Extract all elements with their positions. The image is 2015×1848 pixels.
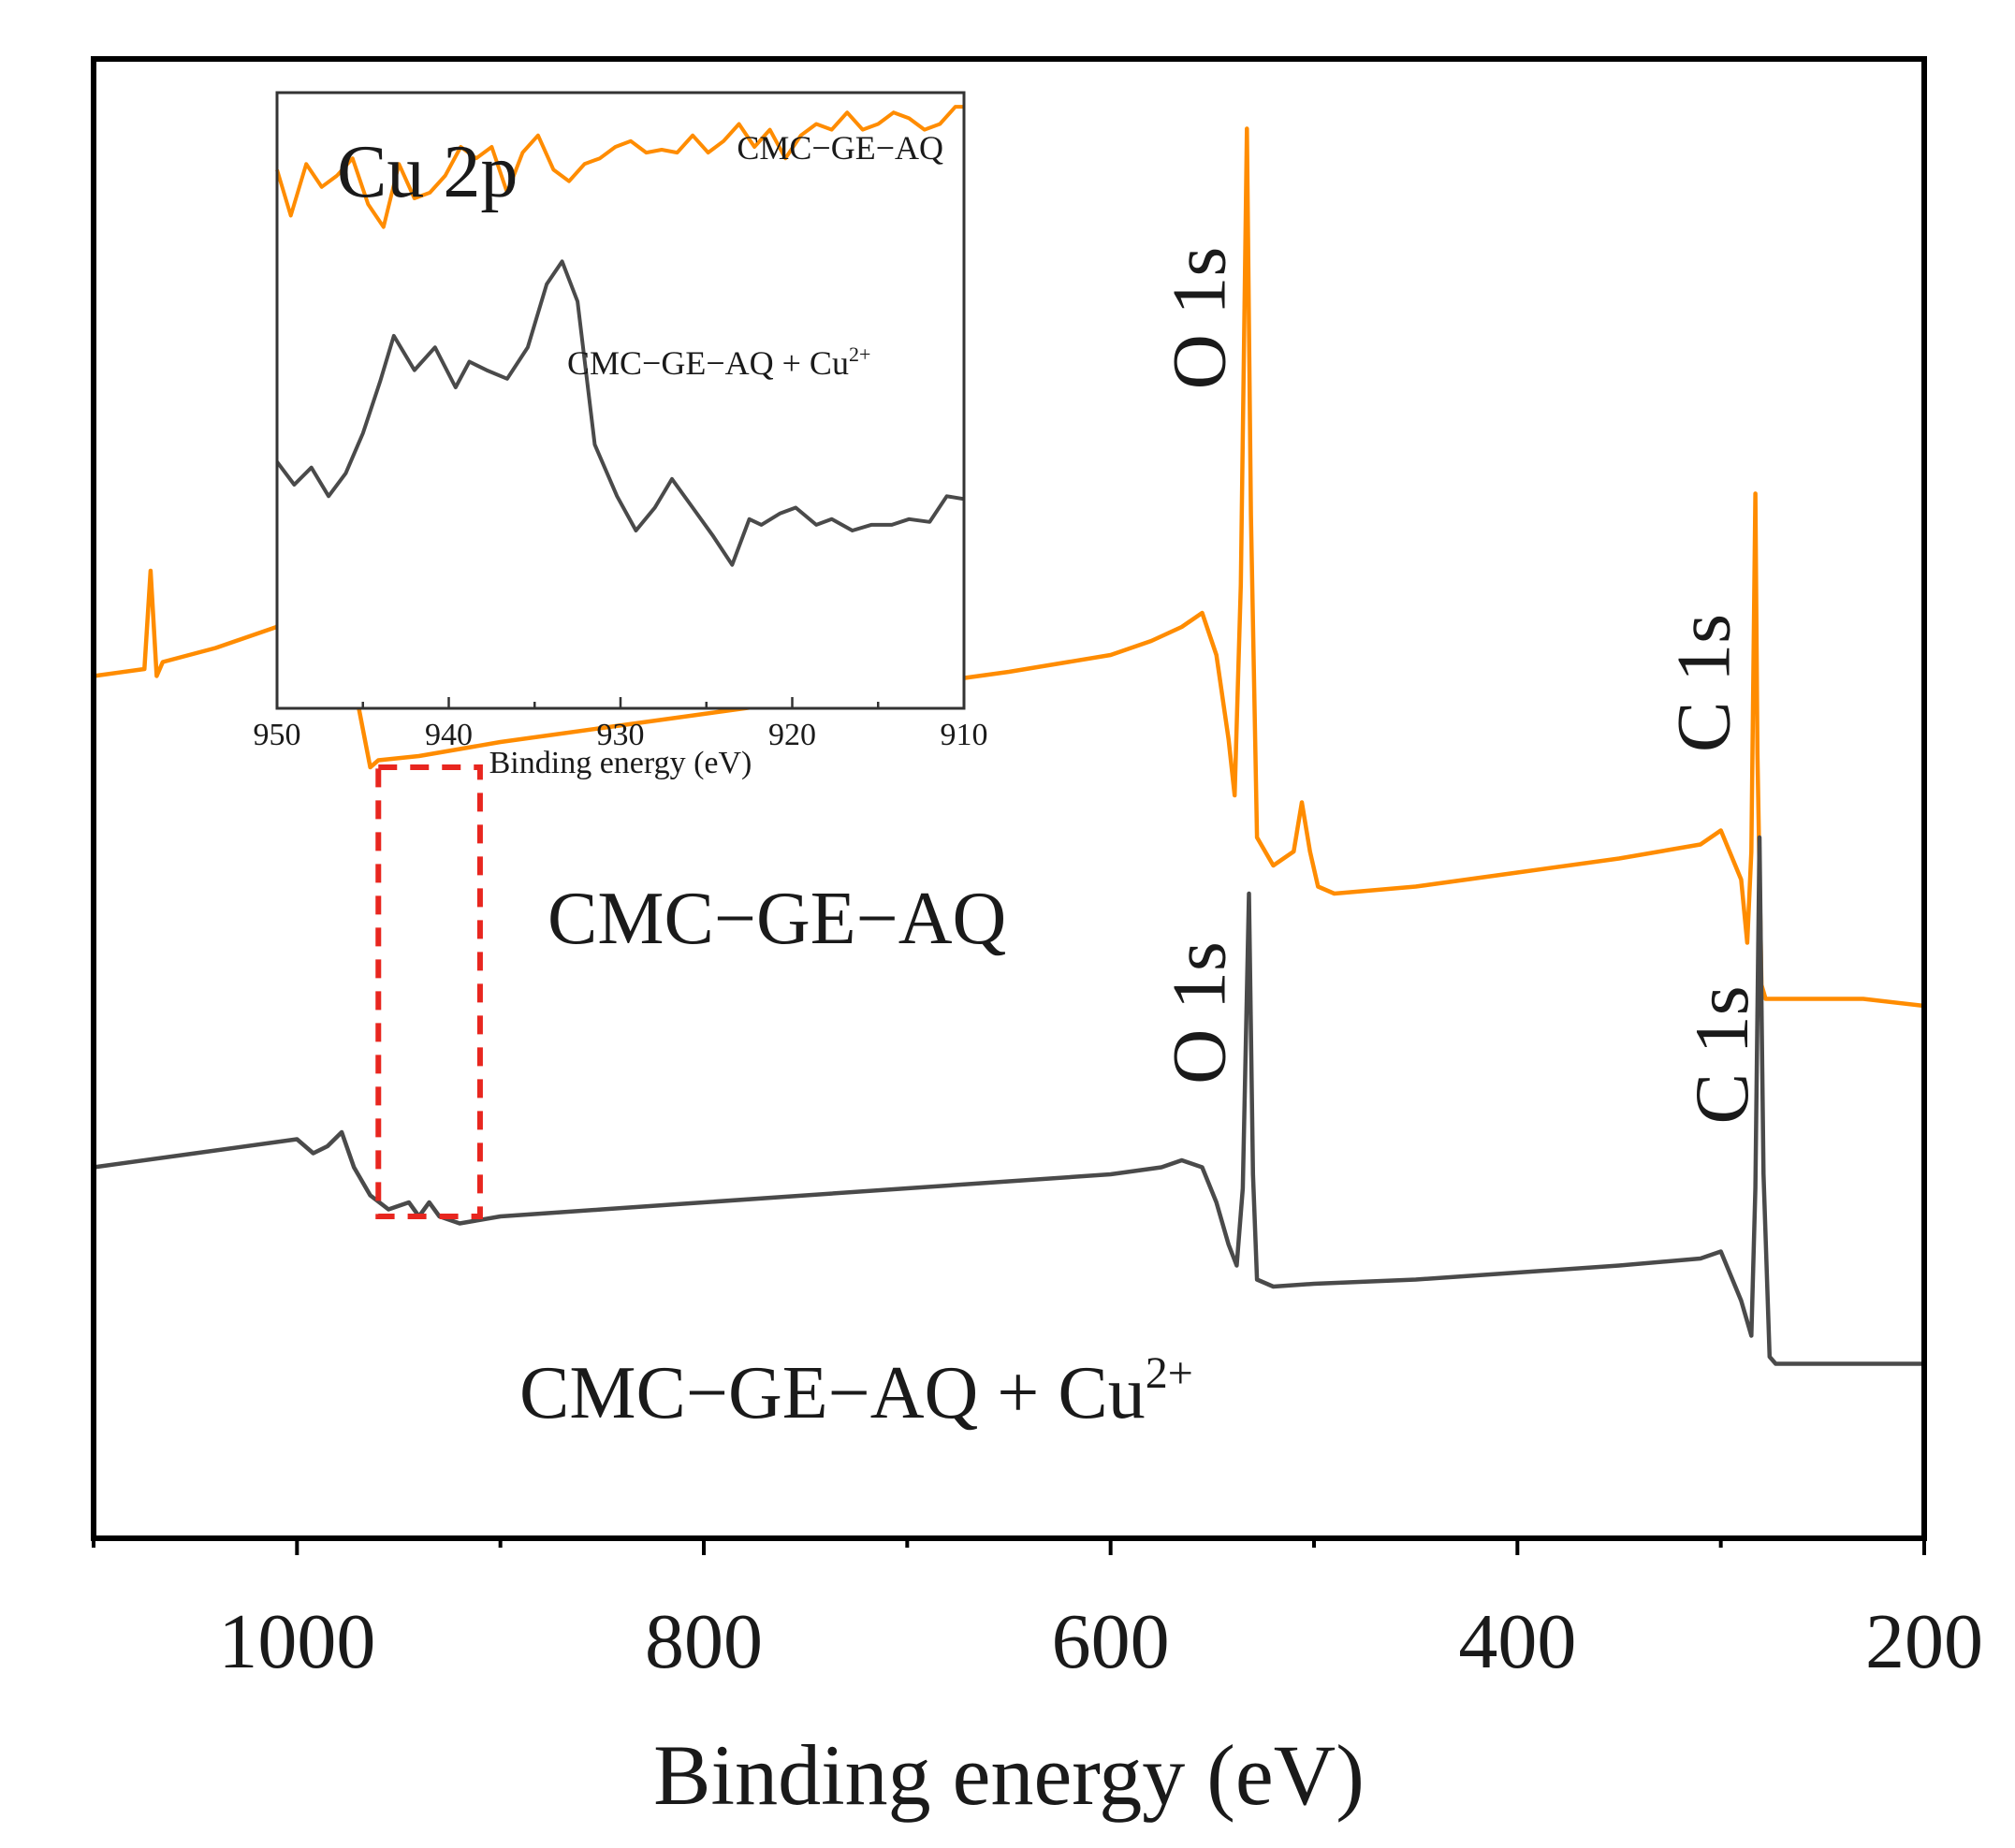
inset-x-axis-title: Binding energy (eV)	[489, 746, 752, 780]
inset-x-tick-label-910: 910	[941, 718, 988, 752]
peak-label-o-1s-0: O 1s	[1156, 247, 1241, 390]
series-label-cmc-ge-aq-cu: CMC−GE−AQ + Cu2+	[519, 1348, 1193, 1434]
inset-x-tick-label-940: 940	[425, 718, 473, 752]
highlight-region-box	[375, 764, 483, 1219]
inset-x-ticks: 950 940 930 920 910	[254, 697, 988, 752]
x-tick-label-200: 200	[1865, 1598, 1983, 1685]
inset-title: Cu 2p	[337, 131, 518, 213]
inset-plot: 950 940 930 920 910 Cu 2p CMC−GE−AQ CMC−GE−A…	[254, 91, 988, 780]
main-plot: 1000 800 600 400 200 CMC−GE−AQ CMC−GE−AQ + C…	[91, 56, 1983, 1823]
inset-x-tick-label-920: 920	[768, 718, 816, 752]
peak-annotations: O 1s C 1s O 1s C 1s	[1156, 247, 1764, 1125]
inset-series-label-cmc-ge-aq: CMC−GE−AQ	[737, 129, 943, 167]
series-line-cmc-ge-aq-cu2	[93, 835, 1924, 1366]
inset-x-tick-label-930: 930	[597, 718, 645, 752]
x-tick-label-1000: 1000	[218, 1598, 375, 1685]
x-tick-label-400: 400	[1458, 1598, 1576, 1685]
peak-label-c-1s-3: C 1s	[1679, 985, 1764, 1124]
x-tick-label-800: 800	[645, 1598, 763, 1685]
inset-series-label-cmc-ge-aq-cu: CMC−GE−AQ + Cu2+	[567, 342, 870, 382]
inset-x-tick-label-950: 950	[254, 718, 301, 752]
x-axis-title: Binding energy (eV)	[653, 1727, 1365, 1823]
main-highlight-layer	[375, 764, 483, 1219]
peak-label-c-1s-1: C 1s	[1660, 614, 1745, 752]
inset-series-line-cmc-ge-aq-cu2	[275, 259, 965, 567]
main-x-ticks: 1000 800 600 400 200	[92, 1538, 1983, 1685]
peak-label-o-1s-2: O 1s	[1156, 941, 1241, 1084]
superscript: 2+	[849, 342, 870, 366]
series-label-cmc-ge-aq: CMC−GE−AQ	[548, 878, 1006, 960]
inset-series-line-cmc-ge-aq	[275, 105, 964, 229]
inset-series-layer	[275, 105, 965, 567]
superscript: 2+	[1146, 1348, 1193, 1398]
x-tick-label-600: 600	[1052, 1598, 1170, 1685]
main-plot-frame	[91, 56, 1927, 1541]
